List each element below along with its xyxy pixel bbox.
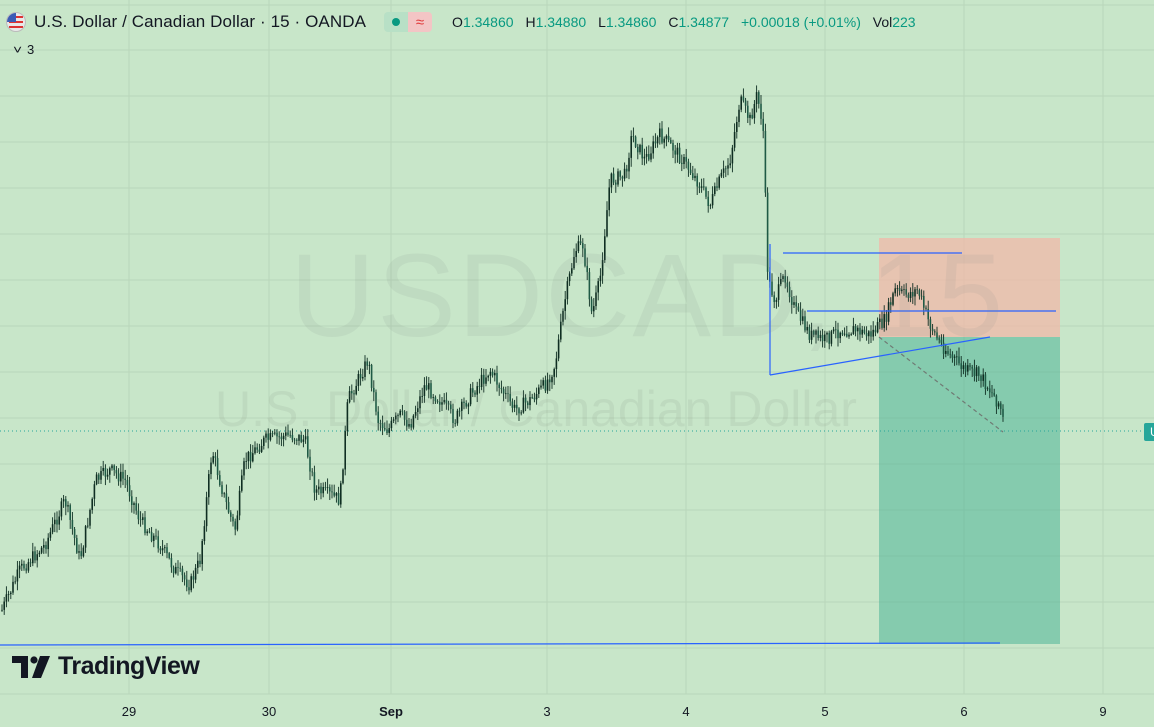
time-axis-label: 3 (543, 704, 551, 719)
ohlc-open: O1.34860 (452, 14, 514, 30)
tradingview-logo[interactable]: TradingView (12, 652, 200, 681)
price-axis-tag: U (1144, 423, 1154, 441)
indicators-toggle[interactable]: ˅ 3 (12, 42, 35, 57)
ohlc-high: H1.34880 (525, 14, 587, 30)
watermark-symbol: USDCAD, 15 (290, 230, 1006, 362)
tradingview-logo-text: TradingView (58, 652, 200, 680)
time-axis-label: 30 (261, 704, 277, 719)
short-position-stop-zone[interactable] (879, 238, 1060, 337)
chevron-down-icon: ˅ (12, 42, 23, 57)
ohlc-close: C1.34877 (668, 14, 730, 30)
wave-icon[interactable]: ≈ (408, 12, 433, 32)
market-open-dot-icon[interactable] (384, 12, 409, 32)
time-axis-label: Sep (379, 704, 403, 719)
time-axis-label: 4 (682, 704, 690, 719)
symbol-title[interactable]: U.S. Dollar / Canadian Dollar · 15 · OAN… (34, 12, 367, 31)
volume: Vol223 (872, 14, 916, 30)
time-axis-label: 5 (821, 704, 829, 719)
market-status[interactable]: ≈ (384, 12, 433, 32)
short-position-target-zone[interactable] (879, 337, 1060, 644)
time-axis-label: 29 (121, 704, 137, 719)
tradingview-logo-icon (12, 655, 50, 678)
support-horizontal-line[interactable] (0, 642, 1001, 646)
watermark-description: U.S. Dollar / Canadian Dollar (215, 381, 857, 437)
ohlc-values: O1.34860 H1.34880 L1.34860 C1.34877 +0.0… (452, 14, 916, 30)
time-axis-label: 6 (960, 704, 968, 719)
projection-dashed-line[interactable] (878, 336, 1004, 433)
trendline-rising[interactable] (769, 336, 991, 376)
ohlc-low: L1.34860 (598, 14, 657, 30)
candlestick-series (1, 85, 1004, 615)
symbol-legend: U.S. Dollar / Canadian Dollar · 15 · OAN… (6, 9, 916, 35)
indicators-count: 3 (27, 42, 35, 57)
usd-cad-flag-icon (6, 12, 26, 32)
time-axis-label: 9 (1099, 704, 1107, 719)
ohlc-change: +0.00018 (+0.01%) (740, 14, 861, 30)
